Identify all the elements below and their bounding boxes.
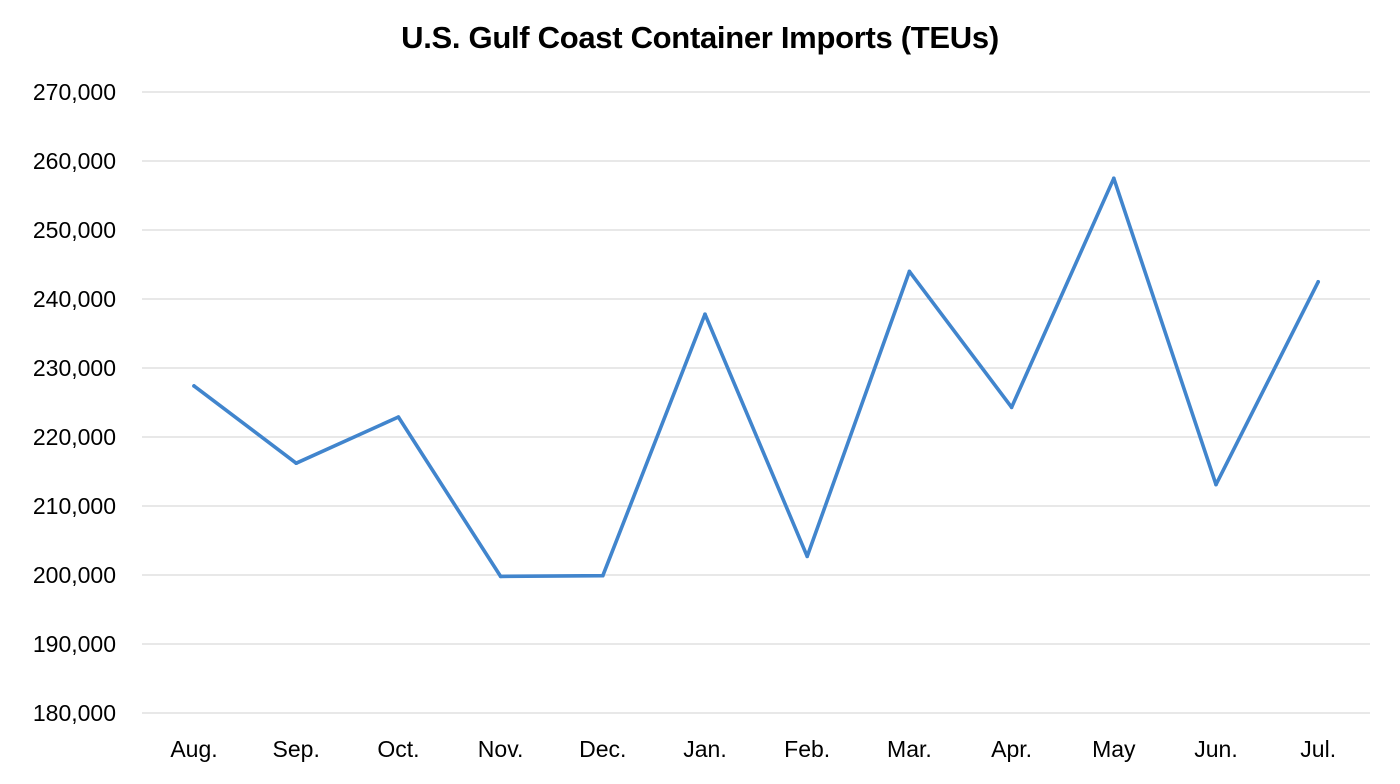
x-tick-label: Sep. xyxy=(273,736,320,762)
data-point xyxy=(192,384,196,388)
x-tick-label: Apr. xyxy=(991,736,1032,762)
y-tick-label: 260,000 xyxy=(33,148,116,174)
y-tick-label: 270,000 xyxy=(33,79,116,105)
y-axis-ticks: 180,000 190,000 200,000 210,000 220,000 230,0… xyxy=(33,79,116,726)
data-point xyxy=(601,573,605,578)
series-line xyxy=(192,176,1320,579)
data-point xyxy=(1112,176,1116,181)
x-tick-label: Jun. xyxy=(1194,736,1237,762)
x-tick-label: Mar. xyxy=(887,736,932,762)
chart-title: U.S. Gulf Coast Container Imports (TEUs) xyxy=(401,20,999,55)
series-layer xyxy=(192,176,1320,579)
data-point xyxy=(294,461,299,466)
y-tick-label: 230,000 xyxy=(33,355,116,381)
data-point xyxy=(703,312,707,316)
data-point xyxy=(907,269,912,274)
y-tick-label: 240,000 xyxy=(33,286,116,312)
x-axis-ticks: Aug. Sep. Oct. Nov. Dec. Jan. Feb. Mar. Apr. May J… xyxy=(170,736,1336,762)
x-tick-label: Dec. xyxy=(579,736,626,762)
x-tick-label: Jan. xyxy=(683,736,726,762)
y-tick-label: 190,000 xyxy=(33,631,116,657)
y-tick-label: 250,000 xyxy=(33,217,116,243)
x-tick-label: Feb. xyxy=(784,736,830,762)
x-tick-label: Aug. xyxy=(170,736,217,762)
y-tick-label: 200,000 xyxy=(33,562,116,588)
y-tick-label: 210,000 xyxy=(33,493,116,519)
x-tick-label: Oct. xyxy=(377,736,419,762)
x-tick-label: May xyxy=(1092,736,1136,762)
x-tick-label: Nov. xyxy=(478,736,524,762)
data-point xyxy=(498,574,503,579)
data-point xyxy=(1009,405,1014,410)
x-tick-label: Jul. xyxy=(1300,736,1336,762)
y-tick-label: 180,000 xyxy=(33,700,116,726)
data-point xyxy=(1316,279,1320,284)
data-point xyxy=(396,415,401,419)
gridlines xyxy=(142,91,1370,714)
y-tick-label: 220,000 xyxy=(33,424,116,450)
data-point xyxy=(805,554,809,559)
data-point xyxy=(1214,482,1218,487)
